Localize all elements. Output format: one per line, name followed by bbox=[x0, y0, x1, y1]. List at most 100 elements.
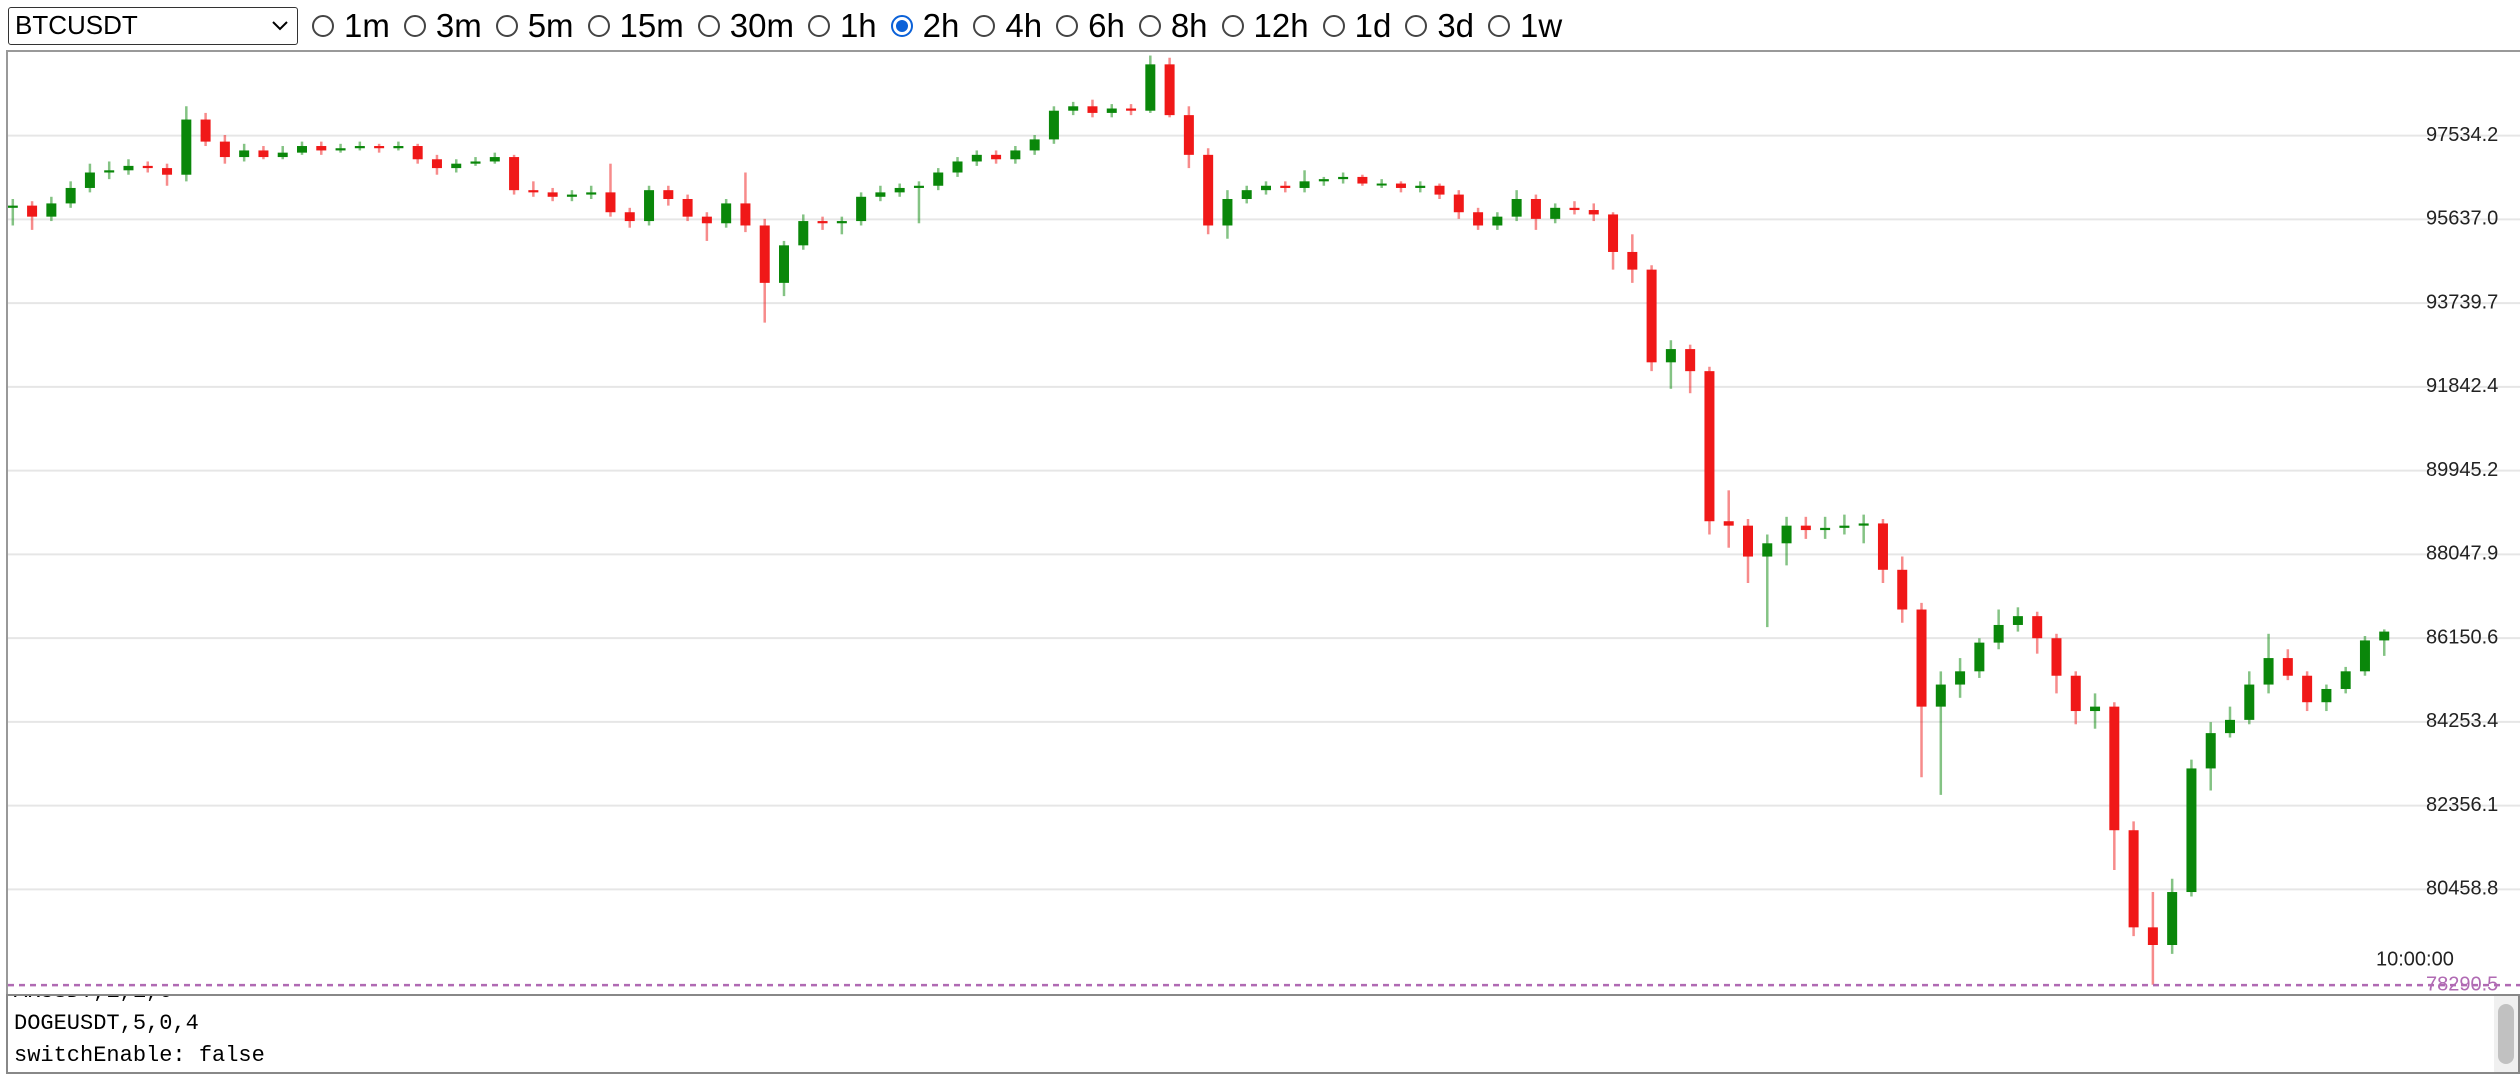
candle-body bbox=[1800, 525, 1811, 531]
dropdown-arrow bbox=[272, 21, 288, 31]
radio-dot[interactable] bbox=[807, 15, 830, 37]
interval-radio[interactable]: 1h bbox=[807, 7, 877, 45]
candle-body bbox=[663, 190, 674, 199]
candle-body bbox=[644, 190, 655, 222]
candle-body bbox=[1087, 106, 1098, 113]
chart: 80458.8 82356.1 84253.4 86150.6 88047.9 89945… bbox=[7, 55, 2520, 995]
y-tick-label: 95637.0 bbox=[2426, 208, 2498, 230]
interval-radio[interactable]: 1w bbox=[1488, 7, 1562, 45]
price-line-label: 78290.5 bbox=[2426, 973, 2498, 994]
candle-body bbox=[65, 187, 76, 204]
radio-label: 3m bbox=[435, 7, 482, 44]
candle-body bbox=[509, 157, 520, 191]
candle-body bbox=[239, 150, 250, 158]
scrollbar-thumb[interactable] bbox=[2498, 1004, 2514, 1064]
candle-body bbox=[1569, 207, 1580, 211]
candle-body bbox=[1762, 543, 1773, 557]
radio-dot[interactable] bbox=[1056, 15, 1079, 37]
interval-radio[interactable]: 12h bbox=[1221, 7, 1309, 45]
candle-body bbox=[2109, 706, 2120, 831]
time-label: 10:00:00 bbox=[2376, 948, 2454, 970]
candle-body bbox=[721, 203, 732, 224]
interval-radio[interactable]: 4h bbox=[973, 7, 1042, 45]
interval-radio[interactable]: 2h bbox=[890, 7, 960, 45]
candle-body bbox=[46, 203, 57, 217]
radio-dot[interactable] bbox=[403, 15, 426, 37]
candle-body bbox=[1820, 527, 1831, 531]
candle-body bbox=[971, 154, 982, 162]
interval-radio[interactable]: 3m bbox=[403, 7, 482, 45]
radio-dot[interactable] bbox=[890, 15, 913, 37]
radio-dot[interactable] bbox=[1488, 15, 1511, 37]
radio-label: 2h bbox=[922, 7, 960, 44]
candle-body bbox=[7, 205, 18, 208]
interval-radio[interactable]: 8h bbox=[1138, 7, 1208, 45]
interval-radio[interactable]: 6h bbox=[1056, 7, 1125, 45]
candle-body bbox=[1106, 108, 1117, 113]
candle-body bbox=[297, 146, 307, 153]
radio-dot[interactable] bbox=[1221, 15, 1244, 37]
candle-body bbox=[2186, 768, 2197, 893]
candle-body bbox=[2379, 631, 2390, 641]
candle-body bbox=[566, 194, 577, 197]
candle-body bbox=[2263, 658, 2274, 685]
candle-body bbox=[1376, 183, 1387, 186]
candle-body bbox=[2302, 675, 2313, 703]
candle-body bbox=[779, 245, 789, 283]
radio-dot[interactable] bbox=[1138, 15, 1161, 37]
interval-radio[interactable]: 3d bbox=[1405, 7, 1474, 45]
candle-body bbox=[431, 159, 442, 169]
candle-body bbox=[1530, 198, 1541, 219]
candle-body bbox=[104, 170, 115, 173]
radio-dot[interactable] bbox=[495, 15, 518, 37]
candle-body bbox=[836, 221, 847, 224]
toolbar: BTCUSDT 1m 3m 5m 15m 30m 1h 2h 4h 6h 8h 12h 1d 3d 1w bbox=[0, 0, 2520, 52]
candle-body bbox=[1743, 525, 1753, 557]
candle-body bbox=[1685, 349, 1696, 372]
candle-body bbox=[489, 157, 500, 162]
symbol-select[interactable]: BTCUSDT bbox=[8, 7, 298, 45]
candle-body bbox=[84, 172, 95, 188]
radio-label: 5m bbox=[527, 7, 574, 44]
candle-body bbox=[162, 168, 173, 175]
candle-body bbox=[1877, 523, 1888, 570]
interval-radio[interactable]: 30m bbox=[697, 7, 794, 45]
y-tick-label: 80458.8 bbox=[2426, 878, 2498, 900]
interval-radio[interactable]: 1m bbox=[312, 7, 390, 45]
log-line: ARUSDT,1,1,0 bbox=[14, 996, 265, 1008]
candle-body bbox=[1627, 251, 1638, 270]
radio-dot[interactable] bbox=[1322, 15, 1345, 37]
candle-body bbox=[1550, 207, 1561, 219]
candle-body bbox=[817, 221, 828, 224]
interval-radio[interactable]: 5m bbox=[495, 7, 574, 45]
candle-body bbox=[1203, 154, 1214, 226]
radio-dot[interactable] bbox=[312, 15, 334, 37]
radio-dot[interactable] bbox=[973, 15, 996, 37]
candle-body bbox=[875, 192, 886, 197]
candle-body bbox=[142, 165, 153, 169]
scrollbar[interactable] bbox=[2494, 996, 2518, 1072]
candle-body bbox=[1318, 179, 1329, 182]
candle-body bbox=[1781, 525, 1792, 544]
radio-label: 3d bbox=[1437, 7, 1475, 44]
y-tick-label: 93739.7 bbox=[2426, 291, 2498, 313]
radio-dot[interactable] bbox=[697, 15, 720, 37]
candle-body bbox=[219, 141, 230, 158]
radio-dot[interactable] bbox=[1405, 15, 1428, 37]
candle-body bbox=[1068, 106, 1079, 111]
log-text: ARUSDT,1,1,0 DOGEUSDT,5,0,4 switchEnable: … bbox=[14, 996, 265, 1072]
candle-body bbox=[1261, 185, 1271, 191]
radio-dot[interactable] bbox=[587, 15, 610, 37]
candle-body bbox=[1126, 108, 1137, 111]
candle-body bbox=[1935, 684, 1946, 707]
candle-body bbox=[586, 192, 597, 195]
candle-body bbox=[1916, 609, 1927, 707]
radio-label: 15m bbox=[619, 7, 684, 44]
y-tick-label: 82356.1 bbox=[2426, 794, 2498, 816]
interval-radio[interactable]: 15m bbox=[587, 7, 684, 45]
candle-body bbox=[1473, 212, 1484, 226]
candle-body bbox=[1646, 269, 1657, 363]
candle-body bbox=[470, 161, 481, 164]
candle-body bbox=[1183, 115, 1194, 155]
interval-radio[interactable]: 1d bbox=[1322, 7, 1391, 45]
